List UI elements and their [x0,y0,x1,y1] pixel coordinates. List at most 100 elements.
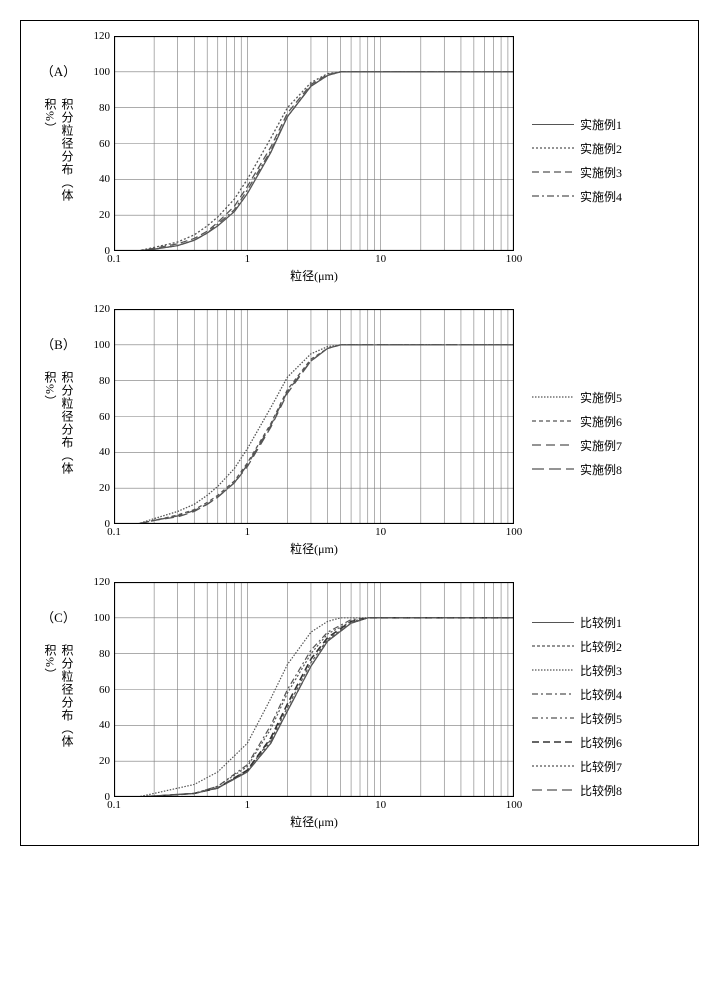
series-line [137,72,514,251]
legend-label: 实施例6 [580,413,622,430]
x-tick-label: 0.1 [107,253,121,265]
legend-swatch [532,669,574,671]
x-tick-label: 100 [506,799,523,811]
legend-item: 比较例6 [532,734,622,751]
x-tick-label: 10 [375,526,386,538]
y-tick-label: 20 [99,755,110,767]
legend-item: 比较例7 [532,758,622,775]
legend-item: 比较例3 [532,662,622,679]
legend-swatch [532,741,574,743]
panel-c: （C） 积分粒径分布（体积%）0204060801001200.1110100粒… [31,582,688,830]
series-line [137,618,514,797]
legend-item: 实施例4 [532,188,622,205]
x-tick-label: 1 [245,253,251,265]
legend-label: 实施例1 [580,116,622,133]
y-tick-label: 120 [94,576,111,588]
x-tick-label: 100 [506,253,523,265]
legend-swatch [532,147,574,149]
x-tick-label: 10 [375,253,386,265]
panel-a: （A） 积分粒径分布（体积%）0204060801001200.1110100粒… [31,36,688,284]
legend-a: 实施例1 实施例2 实施例3 实施例4 [532,109,622,212]
legend-label: 实施例2 [580,140,622,157]
legend-swatch [532,693,574,695]
legend-item: 实施例6 [532,413,622,430]
y-axis-label: 积分粒径分布（体积%） [42,98,76,222]
y-axis-label: 积分粒径分布（体积%） [42,644,76,768]
x-axis-label: 粒径(μm) [114,267,514,284]
chart-b: 积分粒径分布（体积%）0204060801001200.1110100粒径(μm… [86,309,514,557]
figure-frame: （A） 积分粒径分布（体积%）0204060801001200.1110100粒… [20,20,699,846]
legend-swatch [532,124,574,125]
legend-swatch [532,765,574,767]
legend-item: 比较例8 [532,782,622,799]
series-line [137,72,514,251]
series-line [137,345,514,524]
y-tick-label: 60 [99,138,110,150]
x-tick-label: 0.1 [107,799,121,811]
y-tick-label: 20 [99,482,110,494]
legend-label: 实施例8 [580,461,622,478]
legend-label: 比较例4 [580,686,622,703]
y-axis-label: 积分粒径分布（体积%） [42,371,76,495]
legend-swatch [532,195,574,197]
legend-swatch [532,789,574,791]
y-tick-label: 40 [99,446,110,458]
legend-label: 比较例5 [580,710,622,727]
y-tick-label: 100 [94,612,111,624]
legend-label: 实施例7 [580,437,622,454]
y-tick-label: 80 [99,102,110,114]
y-tick-label: 100 [94,66,111,78]
series-line [137,345,514,524]
y-tick-label: 40 [99,173,110,185]
legend-item: 比较例5 [532,710,622,727]
x-tick-label: 10 [375,799,386,811]
chart-c: 积分粒径分布（体积%）0204060801001200.1110100粒径(μm… [86,582,514,830]
legend-c: 比较例1 比较例2 比较例3 比较例4 比较例5 比较例6 比较例7 比较例8 [532,607,622,806]
legend-swatch [532,420,574,422]
legend-item: 实施例2 [532,140,622,157]
plot-area [114,36,514,251]
legend-item: 实施例7 [532,437,622,454]
legend-item: 比较例2 [532,638,622,655]
legend-swatch [532,468,574,470]
x-tick-label: 0.1 [107,526,121,538]
panel-b: （B） 积分粒径分布（体积%）0204060801001200.1110100粒… [31,309,688,557]
legend-label: 比较例8 [580,782,622,799]
y-tick-label: 80 [99,375,110,387]
y-tick-label: 60 [99,411,110,423]
legend-b: 实施例5 实施例6 实施例7 实施例8 [532,382,622,485]
y-tick-label: 20 [99,209,110,221]
series-line [137,345,514,524]
panel-label-b: （B） [31,334,86,353]
legend-label: 实施例4 [580,188,622,205]
legend-label: 实施例3 [580,164,622,181]
chart-a: 积分粒径分布（体积%）0204060801001200.1110100粒径(μm… [86,36,514,284]
legend-swatch [532,171,574,173]
x-tick-label: 1 [245,526,251,538]
plot-area [114,582,514,797]
legend-swatch [532,396,574,398]
legend-swatch [532,717,574,719]
legend-item: 比较例4 [532,686,622,703]
x-axis-label: 粒径(μm) [114,540,514,557]
legend-label: 比较例2 [580,638,622,655]
x-axis-label: 粒径(μm) [114,813,514,830]
plot-area [114,309,514,524]
legend-item: 比较例1 [532,614,622,631]
y-tick-label: 60 [99,684,110,696]
y-tick-label: 120 [94,30,111,42]
legend-label: 比较例6 [580,734,622,751]
legend-swatch [532,622,574,623]
legend-item: 实施例1 [532,116,622,133]
legend-label: 比较例7 [580,758,622,775]
series-line [137,72,514,251]
series-line [137,72,514,251]
legend-label: 比较例3 [580,662,622,679]
legend-item: 实施例5 [532,389,622,406]
legend-swatch [532,444,574,446]
legend-item: 实施例3 [532,164,622,181]
y-tick-label: 120 [94,303,111,315]
y-tick-label: 80 [99,648,110,660]
legend-label: 实施例5 [580,389,622,406]
panel-label-c: （C） [31,607,86,626]
